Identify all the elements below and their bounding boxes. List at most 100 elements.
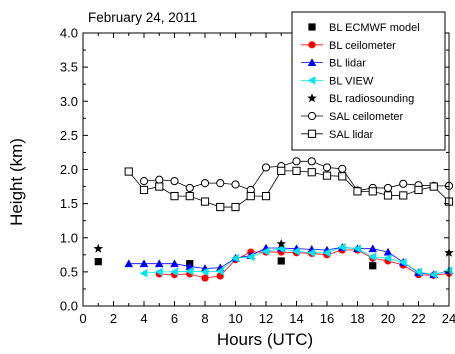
x-axis-title: Hours (UTC) <box>217 330 313 349</box>
legend-label: BL lidar <box>329 58 366 70</box>
data-point <box>383 191 393 200</box>
data-point <box>139 268 148 278</box>
data-point <box>261 247 270 256</box>
y-tick-label: 1.0 <box>60 230 78 245</box>
data-point <box>200 197 210 206</box>
data-point <box>292 166 301 175</box>
x-tick-label: 22 <box>411 311 425 326</box>
data-point <box>93 243 104 253</box>
data-point <box>398 258 407 267</box>
series-line <box>128 246 450 276</box>
data-point <box>383 247 393 256</box>
legend-entry: BL radiosounding <box>307 93 414 105</box>
data-point <box>231 253 239 263</box>
data-point <box>414 267 422 277</box>
x-tick-label: 18 <box>350 311 364 326</box>
legend-entry: BL ECMWF model <box>308 22 420 34</box>
data-point <box>368 244 378 253</box>
legend-label: BL radiosounding <box>329 93 414 105</box>
axes: 0 2 4 6 8 10 12 14 16 18 20 22 240.00.51.01.52.02.53… <box>60 26 455 327</box>
data-point <box>231 202 240 212</box>
x-tick-label: 12 <box>259 311 273 326</box>
legend-swatch-marker <box>308 23 316 31</box>
data-point <box>277 257 285 265</box>
legend-entry: BL VIEW <box>301 75 374 87</box>
data-point <box>292 247 300 256</box>
data-point <box>216 202 225 212</box>
x-tick-label: 2 <box>110 311 117 326</box>
legend-swatch-marker <box>307 129 317 138</box>
data-point <box>399 179 408 188</box>
data-point <box>154 267 163 277</box>
data-point <box>338 164 347 173</box>
x-tick-label: 6 <box>171 311 178 326</box>
x-tick-label: 24 <box>442 311 455 326</box>
series-7 <box>124 166 454 212</box>
data-point <box>322 248 331 258</box>
chart-title: February 24, 2011 <box>88 10 197 25</box>
data-point <box>276 238 287 248</box>
data-point <box>155 182 164 191</box>
y-tick-label: 0.5 <box>60 264 78 279</box>
data-point <box>155 175 164 184</box>
data-point <box>170 267 178 277</box>
legend-entry: SAL lidar <box>301 129 374 141</box>
x-tick-label: 10 <box>228 311 242 326</box>
data-point <box>383 253 392 263</box>
data-point <box>201 274 209 282</box>
data-point <box>215 266 224 276</box>
data-point <box>200 267 209 277</box>
legend-swatch-marker <box>307 93 317 103</box>
y-tick-label: 0.0 <box>60 299 78 314</box>
data-point <box>94 258 102 266</box>
data-point <box>170 192 179 201</box>
data-point <box>307 168 316 177</box>
y-tick-label: 1.5 <box>60 196 78 211</box>
data-point <box>368 187 377 196</box>
x-tick-label: 16 <box>320 311 334 326</box>
data-point <box>185 266 194 276</box>
legend-label: BL ceilometer <box>329 40 396 52</box>
data-point <box>246 252 255 262</box>
legend-label: BL ECMWF model <box>329 22 420 34</box>
series-line <box>128 170 450 208</box>
data-point <box>307 157 316 166</box>
data-point <box>383 183 393 193</box>
x-tick-label: 14 <box>289 311 303 326</box>
data-point <box>414 185 423 195</box>
data-point <box>185 183 194 193</box>
legend-swatch-marker <box>307 111 317 121</box>
data-point <box>399 191 408 200</box>
data-point <box>368 252 377 262</box>
data-point <box>322 171 332 180</box>
data-point <box>246 192 255 201</box>
series-4 <box>139 243 453 279</box>
legend-entry: BL lidar <box>301 58 366 70</box>
data-point <box>170 177 179 186</box>
data-point <box>139 177 149 186</box>
y-tick-label: 2.5 <box>60 128 78 143</box>
data-point <box>261 163 271 172</box>
series-6 <box>139 157 454 195</box>
y-axis-title: Height (km) <box>7 138 26 226</box>
data-point <box>429 182 438 191</box>
data-point <box>185 192 194 201</box>
data-point <box>231 180 240 189</box>
data-point <box>139 185 149 195</box>
x-tick-label: 20 <box>381 311 395 326</box>
data-point <box>338 172 347 181</box>
data-point <box>124 167 133 176</box>
plot-area <box>93 157 454 282</box>
legend-swatch-marker <box>307 58 317 66</box>
data-point <box>353 244 361 253</box>
x-tick-label: 8 <box>201 311 208 326</box>
data-point <box>216 179 225 188</box>
data-point <box>277 166 286 175</box>
legend-label: BL VIEW <box>329 75 374 87</box>
legend: BL ECMWF model BL ceilometer BL lidar BL VI… <box>291 11 446 151</box>
data-point <box>139 259 149 268</box>
data-point <box>353 187 362 196</box>
data-point <box>292 157 301 166</box>
